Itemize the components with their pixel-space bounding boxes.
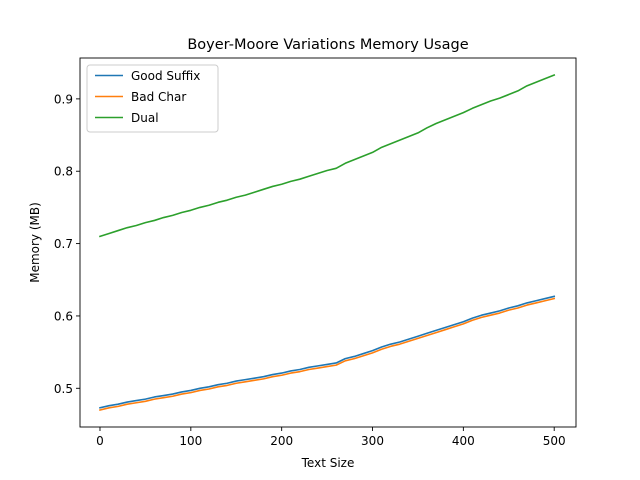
series-line-dual [98, 73, 556, 238]
x-tick-label: 500 [543, 434, 566, 448]
y-tick-label: 0.7 [54, 237, 73, 251]
legend-label: Dual [131, 111, 159, 125]
y-axis-title: Memory (MB) [28, 202, 42, 283]
x-tick-label: 300 [361, 434, 384, 448]
axes-layer: 0 100 200 300 400 500 0.5 0.6 0.7 0.8 0.9 [54, 57, 577, 448]
legend-label: Good Suffix [131, 69, 200, 83]
y-tick-label: 0.5 [54, 382, 73, 396]
legend-box [86, 64, 219, 133]
y-tick-label: 0.8 [54, 165, 73, 179]
x-tick-label: 200 [270, 434, 293, 448]
y-tick-label: 0.9 [54, 92, 73, 106]
x-tick-label: 400 [452, 434, 475, 448]
legend-label: Bad Char [131, 90, 186, 104]
x-tick-label: 100 [179, 434, 202, 448]
x-axis-title: Text Size [301, 456, 355, 470]
chart-title: Boyer-Moore Variations Memory Usage [187, 37, 468, 53]
series-line-good-suffix [99, 295, 556, 409]
legend: Good Suffix Bad Char Dual [86, 64, 219, 133]
plot-frame [79, 57, 577, 428]
y-tick-label: 0.6 [54, 309, 73, 323]
series-line-bad-char [99, 297, 556, 411]
x-tick-label: 0 [96, 434, 104, 448]
series-layer [98, 73, 556, 411]
